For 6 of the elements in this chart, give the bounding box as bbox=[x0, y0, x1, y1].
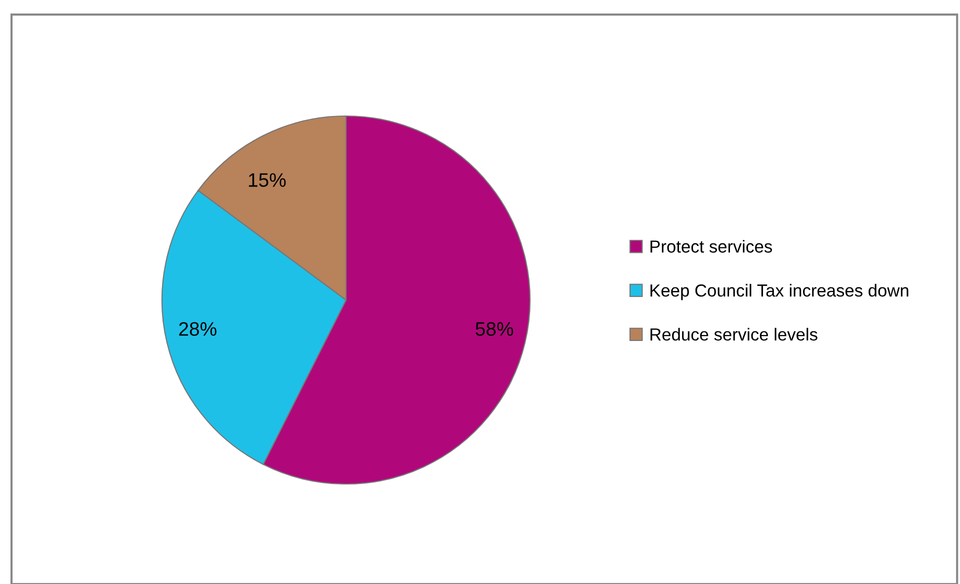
legend-label: Protect services bbox=[650, 240, 772, 253]
data-label: 58% bbox=[476, 322, 514, 336]
data-label: 15% bbox=[248, 173, 286, 187]
legend-label: Reduce service levels bbox=[650, 328, 818, 341]
data-label: 28% bbox=[179, 322, 216, 336]
legend-label: Keep Council Tax increases down bbox=[650, 284, 908, 300]
